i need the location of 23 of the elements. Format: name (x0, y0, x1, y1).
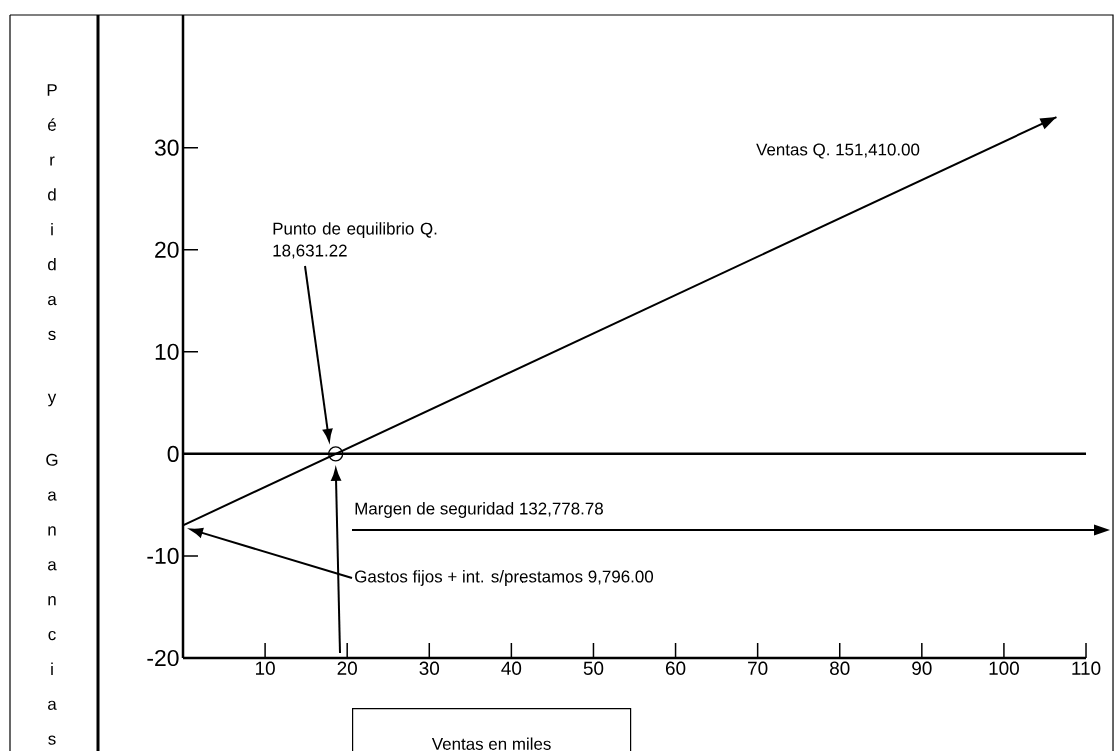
y-tick-label: 0 (167, 445, 179, 462)
y-tick-label: 20 (155, 241, 179, 258)
x-tick-label: 50 (583, 661, 604, 675)
x-tick-label: 80 (830, 661, 850, 675)
x-tick-label: 60 (665, 661, 686, 675)
x-tick-label: 100 (989, 661, 1019, 675)
x-axis-title: Ventas en miles (431, 737, 551, 750)
annotation: Gastos fijos + int. s/prestamos 9,796.00 (355, 570, 654, 586)
x-tick-label: 70 (748, 661, 768, 675)
series-label: Ventas Q. 151,410.00 (756, 143, 920, 159)
y-tick-label: 10 (155, 343, 179, 360)
x-tick-label: 90 (912, 661, 932, 675)
x-tick-label: 110 (1072, 661, 1101, 675)
annotation: Margen de seguridad 132,778.78 (355, 502, 603, 518)
y-tick-label: -20 (147, 649, 179, 667)
text: Pérdidas y Ganancias (46, 84, 58, 745)
annotation: Punto de equilibrio Q. 18,631.22 (273, 222, 437, 259)
x-tick-label: 30 (419, 661, 440, 675)
y-tick-label: -10 (147, 547, 179, 565)
x-tick-label: 10 (256, 661, 275, 675)
x-tick-label: 40 (501, 661, 522, 675)
y-tick-label: 30 (154, 139, 179, 156)
x-tick-label: 20 (337, 661, 357, 675)
